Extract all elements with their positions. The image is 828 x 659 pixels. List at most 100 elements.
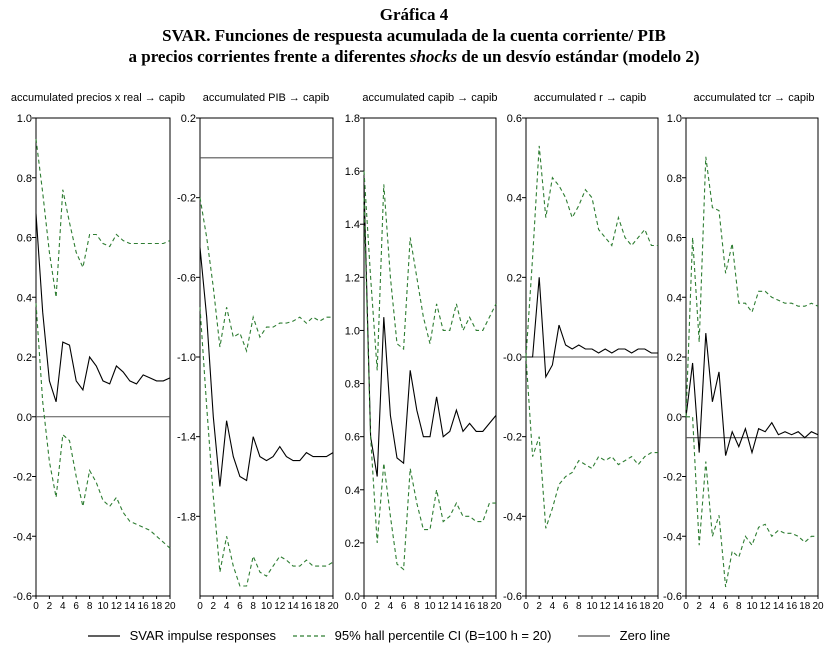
figure-subtitle-2: a precios corrientes frente a diferentes…: [128, 47, 700, 66]
figure-title: Gráfica 4: [379, 5, 449, 24]
x-tick-label: 18: [151, 601, 163, 612]
y-tick-label: -0.2: [13, 472, 32, 484]
x-tick-label: 16: [626, 601, 638, 612]
y-tick-label: -0.4: [13, 531, 32, 543]
x-tick-label: 2: [696, 601, 702, 612]
x-tick-label: 0: [33, 601, 39, 612]
irf-line: [363, 184, 497, 477]
x-tick-label: 2: [47, 601, 53, 612]
ci-upper-line: [363, 171, 497, 371]
x-tick-label: 16: [301, 601, 313, 612]
y-tick-label: 0.2: [667, 352, 682, 364]
legend-label-zero: Zero line: [619, 628, 671, 644]
ci-lower-line: [686, 416, 818, 588]
panel-frame: [35, 117, 171, 597]
x-tick-label: 4: [550, 601, 556, 612]
y-tick-label: 0.8: [17, 173, 32, 185]
x-tick-label: 12: [274, 601, 286, 612]
x-tick-label: 4: [388, 601, 394, 612]
x-tick-label: 2: [211, 601, 217, 612]
x-tick-label: 6: [73, 601, 79, 612]
y-tick-label: 0.6: [507, 113, 522, 125]
x-tick-label: 6: [401, 601, 407, 612]
y-tick-label: -1.8: [177, 511, 196, 523]
x-tick-label: 12: [111, 601, 123, 612]
panel-title: accumulated tcr → capib: [693, 92, 814, 104]
x-tick-label: 14: [613, 601, 625, 612]
legend-item-zero: Zero line: [578, 627, 670, 643]
y-tick-label: 0.4: [345, 485, 360, 497]
y-tick-label: -1.4: [177, 432, 196, 444]
y-tick-label: 0.2: [507, 272, 522, 284]
x-tick-label: 16: [464, 601, 476, 612]
y-tick-label: -0.6: [13, 591, 32, 603]
x-tick-label: 12: [438, 601, 450, 612]
figure-subtitle: SVAR. Funciones de respuesta acumulada d…: [162, 26, 666, 45]
y-tick-label: 1.0: [345, 325, 360, 337]
legend-swatch-dashed: [293, 634, 325, 637]
x-tick-label: 8: [576, 601, 582, 612]
x-tick-label: 6: [723, 601, 729, 612]
x-tick-label: 0: [361, 601, 367, 612]
x-tick-label: 0: [197, 601, 203, 612]
x-tick-label: 18: [314, 601, 326, 612]
y-tick-label: -0.0: [503, 352, 522, 364]
x-tick-label: 10: [97, 601, 109, 612]
x-tick-label: 20: [164, 601, 176, 612]
legend-item-ci: 95% hall percentile CI (B=100 h = 20): [293, 627, 551, 643]
x-tick-label: 4: [224, 601, 230, 612]
x-tick-label: 0: [523, 601, 529, 612]
x-tick-label: 14: [288, 601, 300, 612]
x-tick-label: 12: [760, 601, 772, 612]
x-tick-label: 20: [327, 601, 339, 612]
legend-label-irf: SVAR impulse responses: [129, 628, 277, 644]
y-tick-label: -0.2: [663, 472, 682, 484]
irf-line: [199, 247, 334, 487]
irf-line: [526, 277, 658, 379]
legend-label-ci: 95% hall percentile CI (B=100 h = 20): [334, 628, 552, 644]
legend-swatch-zero: [578, 634, 610, 637]
y-tick-label: 0.4: [667, 292, 682, 304]
x-tick-label: 16: [786, 601, 798, 612]
x-tick-label: 14: [451, 601, 463, 612]
y-tick-label: 0.8: [667, 173, 682, 185]
y-tick-label: 0.4: [17, 292, 32, 304]
x-tick-label: 8: [414, 601, 420, 612]
x-tick-label: 14: [773, 601, 785, 612]
panel-title: accumulated r → capib: [534, 92, 647, 104]
y-tick-label: 0.4: [507, 193, 522, 205]
y-tick-label: 0.6: [17, 233, 32, 245]
y-tick-label: 0.0: [345, 591, 360, 603]
y-tick-label: 1.4: [345, 219, 360, 231]
y-tick-label: -0.2: [503, 432, 522, 444]
y-tick-label: 0.6: [667, 233, 682, 245]
panel-title: accumulated capib → capib: [362, 92, 497, 104]
x-tick-label: 18: [477, 601, 489, 612]
x-tick-label: 10: [586, 601, 598, 612]
ci-lower-line: [199, 307, 334, 587]
ci-lower-line: [35, 303, 171, 549]
y-tick-label: 0.0: [17, 412, 32, 424]
y-tick-label: 0.6: [345, 432, 360, 444]
x-tick-label: 6: [563, 601, 569, 612]
x-tick-label: 18: [639, 601, 651, 612]
y-tick-label: 0.0: [667, 412, 682, 424]
y-tick-label: 1.0: [17, 113, 32, 125]
irf-line: [35, 213, 171, 402]
irf-line: [685, 333, 819, 456]
x-tick-label: 10: [746, 601, 758, 612]
ci-upper-line: [685, 156, 819, 417]
panel-frame: [199, 117, 334, 597]
x-tick-label: 20: [812, 601, 824, 612]
x-tick-label: 4: [710, 601, 716, 612]
y-tick-label: -0.6: [503, 591, 522, 603]
ci-upper-line: [525, 145, 658, 358]
y-tick-label: 1.6: [345, 166, 360, 178]
x-tick-label: 6: [237, 601, 243, 612]
ci-upper-line: [199, 197, 333, 354]
y-tick-label: 0.2: [181, 113, 196, 125]
panel-title: accumulated PIB → capib: [203, 92, 330, 104]
ci-upper-line: [35, 138, 171, 298]
x-tick-label: 4: [60, 601, 66, 612]
